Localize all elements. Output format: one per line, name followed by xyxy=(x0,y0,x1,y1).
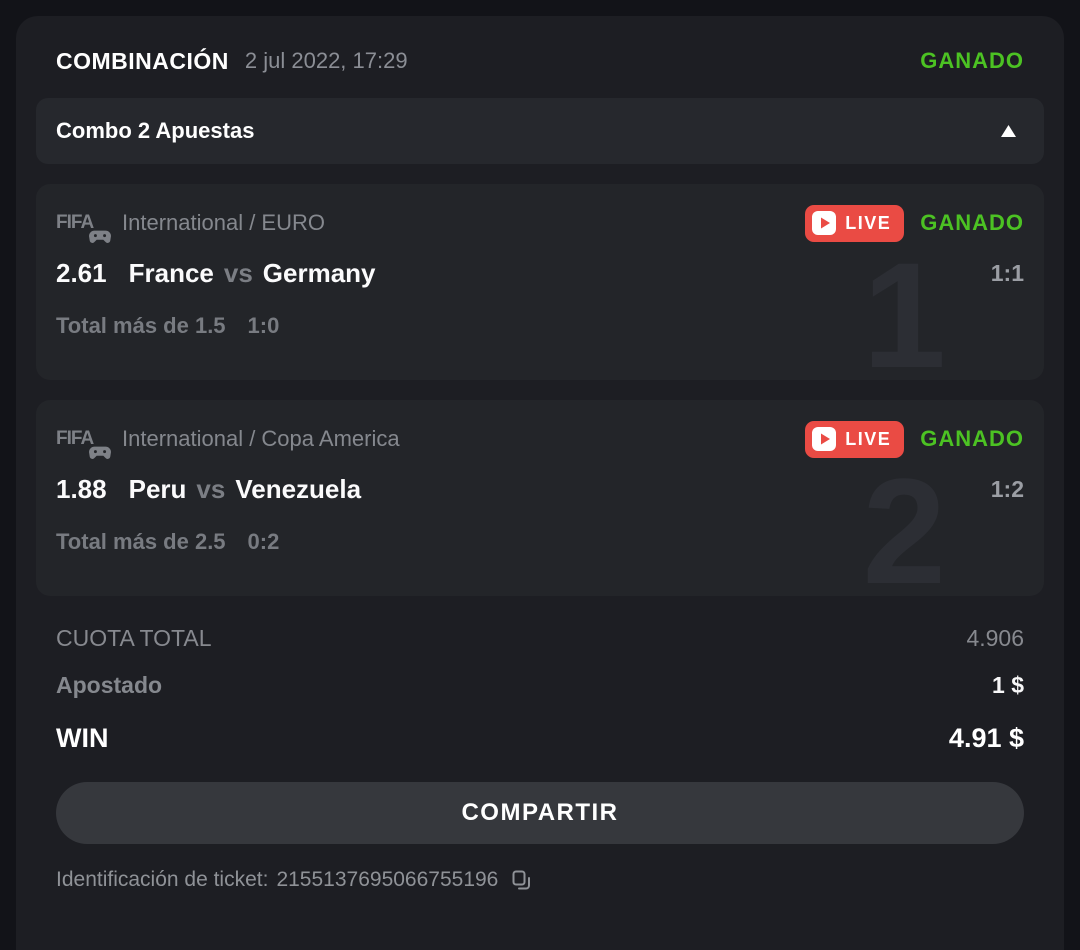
ticket-header: COMBINACIÓN 2 jul 2022, 17:29 GANADO xyxy=(56,38,1024,84)
combo-accordion-header[interactable]: Combo 2 Apuestas xyxy=(36,98,1044,164)
ticket-id-label: Identificación de ticket: xyxy=(56,868,269,891)
bet-status-badge: GANADO xyxy=(920,210,1024,235)
bet-ticket-panel: COMBINACIÓN 2 jul 2022, 17:29 GANADO Com… xyxy=(16,16,1064,950)
bet-number-watermark: 2 xyxy=(862,447,946,596)
bet-card: 1 FIFA International / EURO LIVE GANADO … xyxy=(36,184,1044,380)
league-name: International / Copa America xyxy=(122,426,400,451)
bet-status-badge: GANADO xyxy=(920,426,1024,451)
combo-label: Combo 2 Apuestas xyxy=(56,118,255,143)
league-row: FIFA International / Copa America xyxy=(56,424,400,459)
win-label: WIN xyxy=(56,722,109,753)
live-badge: LIVE xyxy=(805,420,905,458)
ticket-id-row: Identificación de ticket: 21551376950667… xyxy=(56,868,1024,892)
bet-odds: 2.61 xyxy=(56,257,107,288)
win-row: WIN 4.91 $ xyxy=(56,710,1024,766)
vs-label: vs xyxy=(196,473,226,504)
bet-market: Total más de 2.5 xyxy=(56,529,226,554)
live-play-icon xyxy=(812,211,837,235)
match-teams: France vs Germany xyxy=(128,257,376,288)
match-score: 1:2 xyxy=(990,475,1024,502)
live-badge: LIVE xyxy=(805,204,905,242)
chevron-up-icon[interactable] xyxy=(1001,125,1016,137)
stake-label: Apostado xyxy=(56,671,163,698)
live-label: LIVE xyxy=(845,428,892,449)
bet-market: Total más de 1.5 xyxy=(56,313,226,338)
ticket-id-value: 2155137695066755196 xyxy=(276,868,499,891)
ticket-type-title: COMBINACIÓN xyxy=(56,47,229,74)
ticket-datetime: 2 jul 2022, 17:29 xyxy=(244,48,408,73)
stake-row: Apostado 1 $ xyxy=(56,660,1024,710)
total-odds-label: CUOTA TOTAL xyxy=(56,624,212,651)
ticket-status-badge: GANADO xyxy=(920,48,1024,73)
fifa-gamepad-icon: FIFA xyxy=(56,208,111,243)
league-row: FIFA International / EURO xyxy=(56,208,325,243)
live-label: LIVE xyxy=(845,212,892,233)
bet-odds: 1.88 xyxy=(56,473,107,504)
bet-number-watermark: 1 xyxy=(862,231,946,380)
match-teams: Peru vs Venezuela xyxy=(128,473,362,504)
market-score: 1:0 xyxy=(247,313,280,338)
copy-icon[interactable] xyxy=(510,869,532,891)
bet-card: 2 FIFA International / Copa America LIVE… xyxy=(36,400,1044,596)
match-score: 1:1 xyxy=(990,259,1024,286)
fifa-gamepad-icon: FIFA xyxy=(56,424,111,459)
stake-value: 1 $ xyxy=(992,671,1024,698)
league-name: International / EURO xyxy=(122,210,325,235)
total-odds-row: CUOTA TOTAL 4.906 xyxy=(56,616,1024,660)
vs-label: vs xyxy=(223,257,253,288)
total-odds-value: 4.906 xyxy=(966,624,1024,651)
live-play-icon xyxy=(812,427,837,451)
win-value: 4.91 $ xyxy=(948,722,1024,753)
market-score: 0:2 xyxy=(247,529,280,554)
share-button[interactable]: COMPARTIR xyxy=(56,782,1024,844)
